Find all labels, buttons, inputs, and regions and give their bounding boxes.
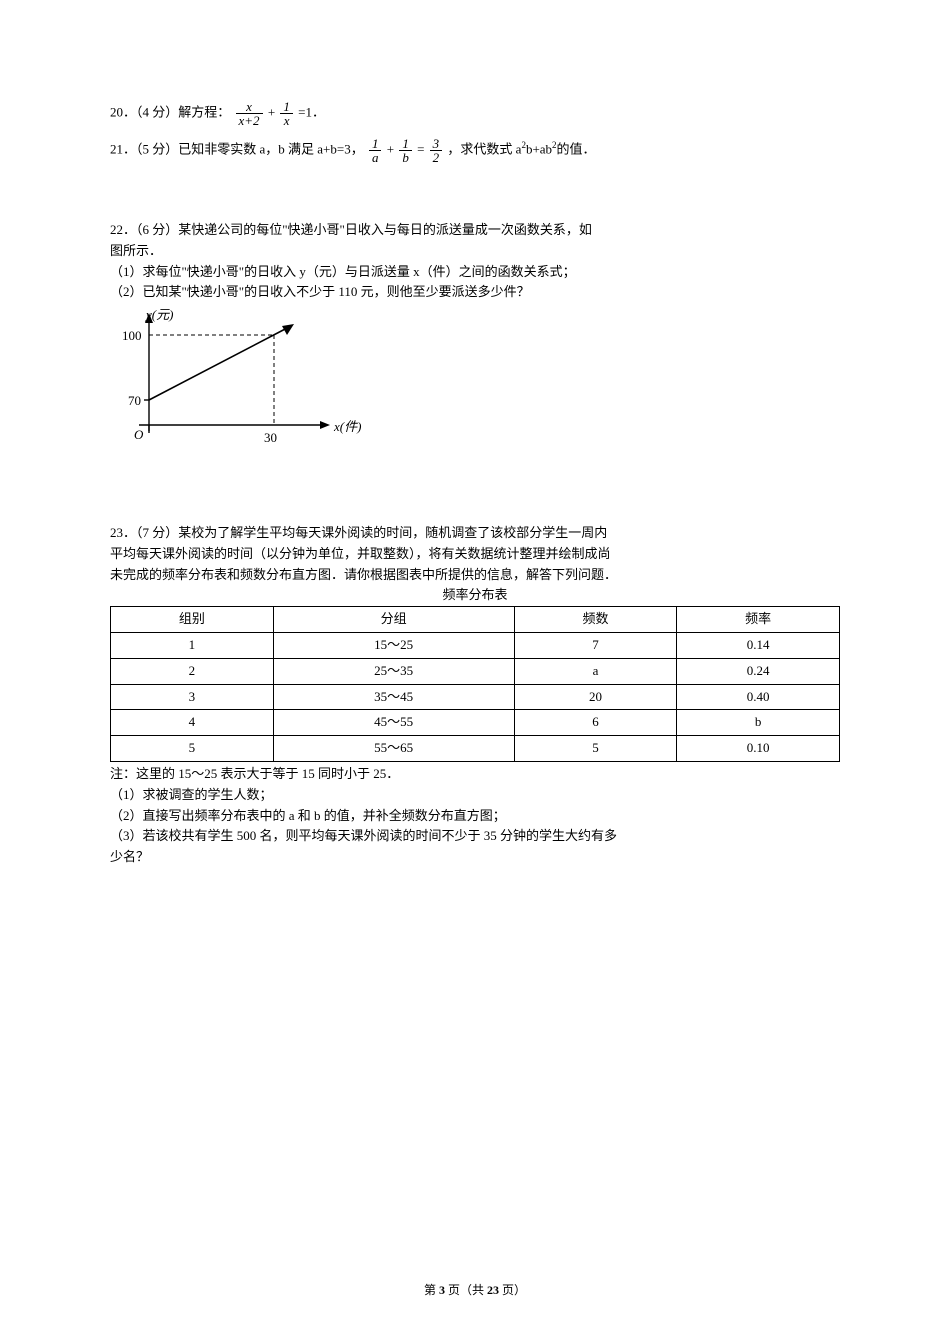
q21-plus: + xyxy=(387,141,394,156)
q23-line1: 23．（7 分）某校为了解学生平均每天课外阅读的时间，随机调查了该校部分学生一周… xyxy=(110,523,840,544)
page-footer: 第 3 页（共 23 页） xyxy=(0,1281,950,1300)
q22-part2: （2）已知某"快递小哥"的日收入不少于 110 元，则他至少要派送多少件？ xyxy=(110,282,840,303)
q20-label: 20．（4 分）解方程： xyxy=(110,104,230,119)
question-23: 23．（7 分）某校为了解学生平均每天课外阅读的时间，随机调查了该校部分学生一周… xyxy=(110,523,840,868)
table-row: 3 35～45 20 0.40 xyxy=(111,684,840,710)
cell: 5 xyxy=(514,736,677,762)
footer-c: 页） xyxy=(499,1283,526,1297)
table-header-row: 组别 分组 频数 频率 xyxy=(111,607,840,633)
cell: 0.40 xyxy=(677,684,840,710)
q21-label-c: b+ab xyxy=(526,141,552,156)
q20-eq: =1． xyxy=(298,104,325,119)
q23-part3b: 少名？ xyxy=(110,847,840,868)
linear-function-graph: y(元) 100 70 O 30 x(件) xyxy=(104,305,364,460)
q23-note: 注：这里的 15～25 表示大于等于 15 同时小于 25． xyxy=(110,764,840,785)
frequency-table: 组别 分组 频数 频率 1 15～25 7 0.14 2 25～35 a 0.2… xyxy=(110,606,840,762)
q22-part1: （1）求每位"快递小哥"的日收入 y（元）与日派送量 x（件）之间的函数关系式； xyxy=(110,262,840,283)
cell: 5 xyxy=(111,736,274,762)
cell: 3 xyxy=(111,684,274,710)
q23-table-title: 频率分布表 xyxy=(110,585,840,606)
cell: 35～45 xyxy=(273,684,514,710)
table-row: 1 15～25 7 0.14 xyxy=(111,632,840,658)
cell: 7 xyxy=(514,632,677,658)
col-freq: 频数 xyxy=(514,607,677,633)
q20-frac2: 1 x xyxy=(280,100,293,127)
question-22: 22．（6 分）某快递公司的每位"快递小哥"日收入与每日的派送量成一次函数关系，… xyxy=(110,220,840,467)
col-range: 分组 xyxy=(273,607,514,633)
footer-a: 第 xyxy=(424,1283,439,1297)
q23-part2: （2）直接写出频率分布表中的 a 和 b 的值，并补全频数分布直方图； xyxy=(110,806,840,827)
q21-frac3: 3 2 xyxy=(430,137,443,164)
cell: 55～65 xyxy=(273,736,514,762)
table-row: 4 45～55 6 b xyxy=(111,710,840,736)
q22-graph: y(元) 100 70 O 30 x(件) xyxy=(104,305,840,467)
cell: 2 xyxy=(111,658,274,684)
q21-label-a: 21．（5 分）已知非零实数 a，b 满足 a+b=3， xyxy=(110,141,364,156)
cell: 0.10 xyxy=(677,736,840,762)
ytick-70: 70 xyxy=(128,393,141,408)
x-axis-arrow-icon xyxy=(320,421,330,429)
q23-part3a: （3）若该校共有学生 500 名，则平均每天课外阅读的时间不少于 35 分钟的学… xyxy=(110,826,840,847)
q20-plus: + xyxy=(268,104,275,119)
q21-eq: = xyxy=(417,141,424,156)
cell: 25～35 xyxy=(273,658,514,684)
q20-frac1: x x+2 xyxy=(236,100,263,127)
cell: 4 xyxy=(111,710,274,736)
question-20: 20．（4 分）解方程： x x+2 + 1 x =1． xyxy=(110,100,840,127)
cell: 1 xyxy=(111,632,274,658)
cell: a xyxy=(514,658,677,684)
footer-b: 页（共 xyxy=(445,1283,487,1297)
cell: 6 xyxy=(514,710,677,736)
function-line xyxy=(149,327,289,400)
q21-frac1: 1 a xyxy=(369,137,382,164)
q23-part1: （1）求被调查的学生人数； xyxy=(110,785,840,806)
q23-line3: 未完成的频率分布表和频数分布直方图．请你根据图表中所提供的信息，解答下列问题． xyxy=(110,565,840,586)
footer-total: 23 xyxy=(487,1283,499,1297)
x-axis-label: x(件) xyxy=(333,419,361,434)
question-21: 21．（5 分）已知非零实数 a，b 满足 a+b=3， 1 a + 1 b =… xyxy=(110,137,840,164)
cell: 15～25 xyxy=(273,632,514,658)
table-row: 5 55～65 5 0.10 xyxy=(111,736,840,762)
xtick-30: 30 xyxy=(264,430,277,445)
cell: 20 xyxy=(514,684,677,710)
col-group: 组别 xyxy=(111,607,274,633)
cell: b xyxy=(677,710,840,736)
ytick-100: 100 xyxy=(122,328,142,343)
q21-frac2: 1 b xyxy=(399,137,412,164)
q22-line1: 22．（6 分）某快递公司的每位"快递小哥"日收入与每日的派送量成一次函数关系，… xyxy=(110,220,840,241)
col-rate: 频率 xyxy=(677,607,840,633)
q23-line2: 平均每天课外阅读的时间（以分钟为单位，并取整数），将有关数据统计整理并绘制成尚 xyxy=(110,544,840,565)
origin-label: O xyxy=(134,427,144,442)
q21-label-d: 的值． xyxy=(557,141,596,156)
cell: 0.24 xyxy=(677,658,840,684)
q21-label-b: ，求代数式 a xyxy=(447,141,521,156)
table-row: 2 25～35 a 0.24 xyxy=(111,658,840,684)
q22-line2: 图所示． xyxy=(110,241,840,262)
cell: 45～55 xyxy=(273,710,514,736)
cell: 0.14 xyxy=(677,632,840,658)
